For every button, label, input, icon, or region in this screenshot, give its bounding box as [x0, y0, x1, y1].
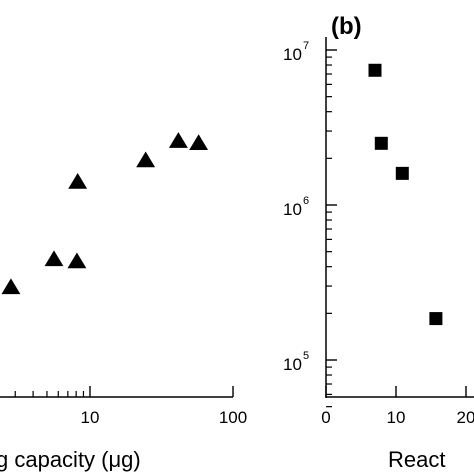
- y-tick-exponent: 7: [303, 40, 309, 52]
- square-point: [374, 136, 388, 150]
- y-tick-base: 10: [283, 355, 302, 374]
- triangle-point: [168, 132, 188, 148]
- panel-a-x-axis-label: g capacity (μg): [0, 447, 141, 472]
- y-tick-label: 10 6: [283, 195, 309, 219]
- triangle-point: [1, 278, 21, 295]
- y-tick-label: 10 7: [283, 40, 309, 64]
- x-tick-label: 0: [321, 408, 330, 427]
- panel-a-scatter-plot: 10 100 g capacity (μg): [0, 132, 247, 472]
- panel-b-x-axis-label: React: [388, 447, 445, 472]
- x-tick-label: 10: [81, 408, 100, 427]
- panel-b-points: [368, 63, 443, 326]
- y-tick-label: 10 5: [283, 350, 309, 374]
- x-tick-label: 10: [387, 408, 406, 427]
- panel-a-points: [1, 132, 209, 295]
- panel-b-x-ticks: 0 10 20: [321, 386, 474, 427]
- square-point: [368, 63, 382, 77]
- triangle-point: [68, 173, 88, 189]
- x-tick-label: 20: [457, 408, 474, 427]
- panel-a-x-ticks: 10 100: [14, 386, 247, 427]
- panel-b-label: (b): [331, 13, 362, 40]
- triangle-point: [136, 151, 156, 168]
- y-tick-exponent: 6: [303, 195, 309, 207]
- square-point: [395, 166, 409, 180]
- y-tick-exponent: 5: [303, 350, 309, 362]
- square-point: [429, 312, 443, 326]
- y-tick-base: 10: [283, 200, 302, 219]
- triangle-point: [67, 252, 87, 269]
- y-tick-base: 10: [283, 45, 302, 64]
- triangle-point: [44, 250, 64, 267]
- triangle-point: [189, 134, 209, 151]
- x-tick-label: 100: [219, 408, 247, 427]
